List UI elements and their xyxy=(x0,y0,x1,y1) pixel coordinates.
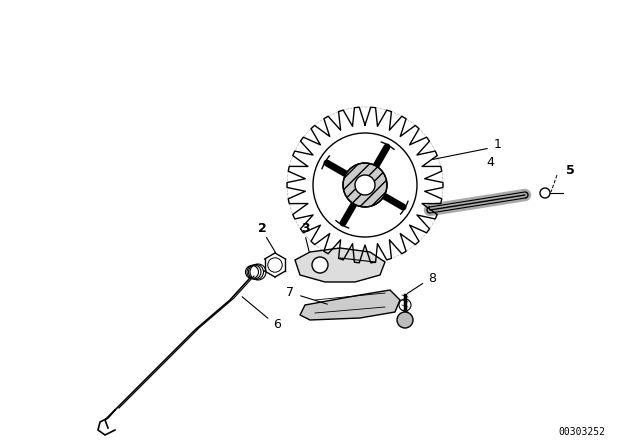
Text: 3: 3 xyxy=(301,221,309,234)
Text: 8: 8 xyxy=(428,271,436,284)
Circle shape xyxy=(397,312,413,328)
Text: 2: 2 xyxy=(258,221,266,234)
Circle shape xyxy=(312,257,328,273)
Text: 7: 7 xyxy=(286,285,294,298)
Polygon shape xyxy=(295,248,385,282)
Circle shape xyxy=(343,163,387,207)
Text: 00303252: 00303252 xyxy=(559,427,605,437)
Text: 6: 6 xyxy=(273,319,281,332)
Text: 5: 5 xyxy=(566,164,574,177)
Circle shape xyxy=(355,175,375,195)
Text: 1: 1 xyxy=(494,138,502,151)
Polygon shape xyxy=(300,290,400,320)
Text: 4: 4 xyxy=(486,155,494,168)
